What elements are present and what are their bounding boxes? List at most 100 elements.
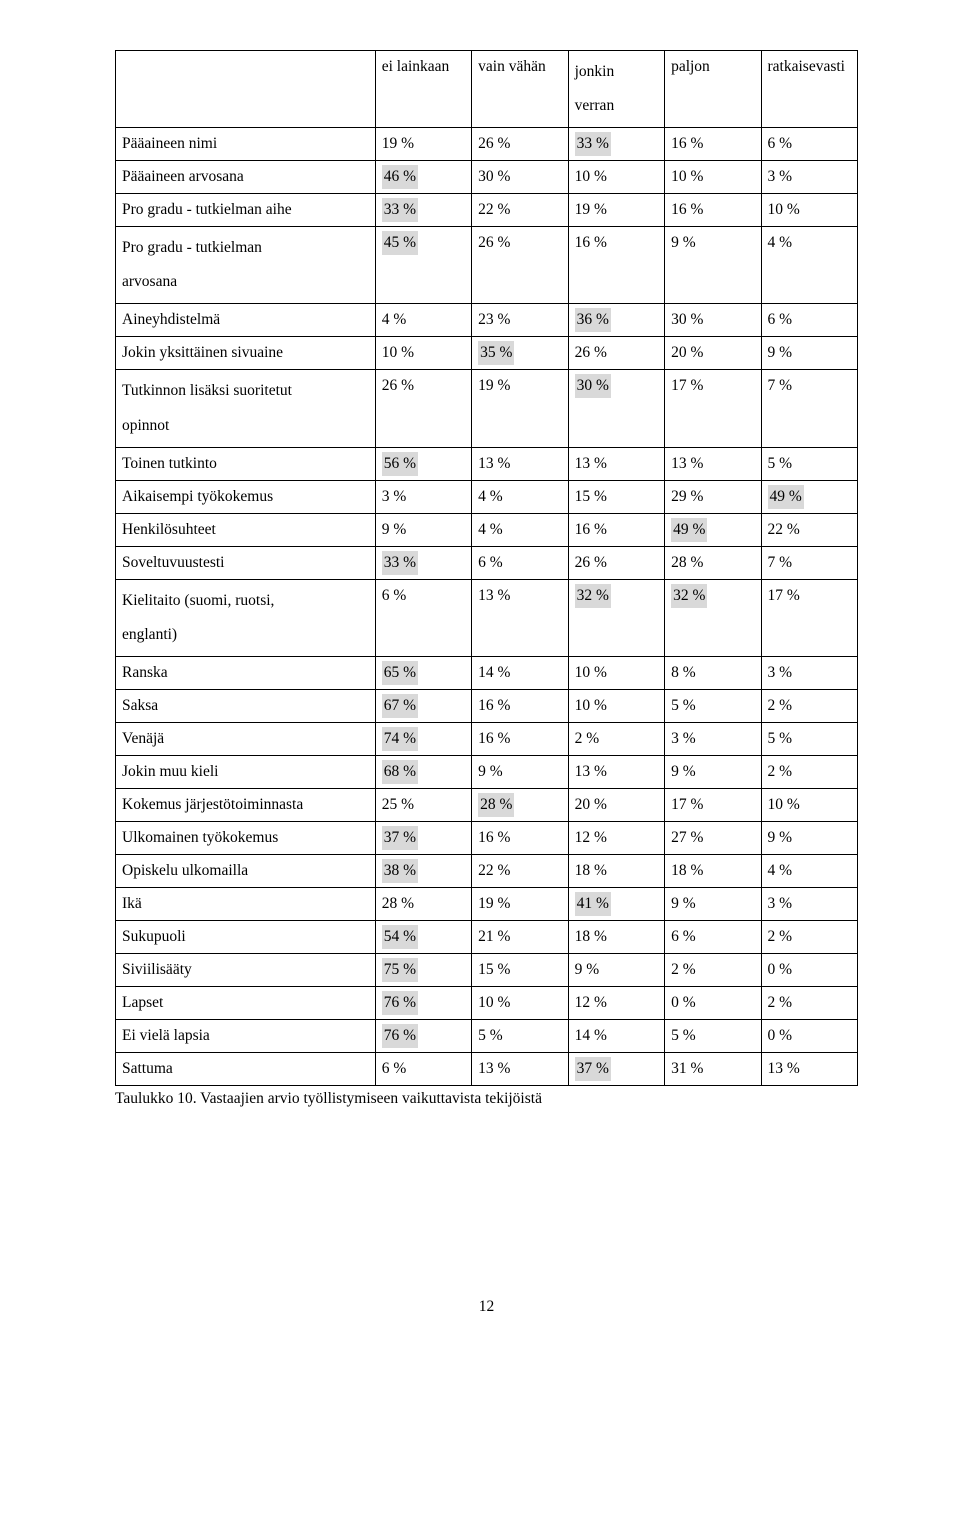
cell-value: 76 %: [375, 1020, 471, 1053]
table-row: Aineyhdistelmä4 %23 %36 %30 %6 %: [116, 304, 858, 337]
factors-table: ei lainkaan vain vähän jonkin verran pal…: [115, 50, 858, 1086]
row-label: Kokemus järjestötoiminnasta: [116, 788, 376, 821]
cell-value: 10 %: [472, 987, 568, 1020]
cell-value: 17 %: [665, 788, 761, 821]
row-label: Tutkinnon lisäksi suoritetutopinnot: [116, 370, 376, 447]
row-label: Ranska: [116, 656, 376, 689]
cell-value: 27 %: [665, 821, 761, 854]
cell-value: 32 %: [568, 579, 664, 656]
cell-value: 28 %: [665, 546, 761, 579]
cell-value: 33 %: [375, 546, 471, 579]
cell-value: 12 %: [568, 987, 664, 1020]
row-label: Jokin yksittäinen sivuaine: [116, 337, 376, 370]
cell-value: 2 %: [761, 689, 857, 722]
header-c3-line1: jonkin: [575, 63, 615, 80]
cell-value: 9 %: [568, 954, 664, 987]
row-label: Sattuma: [116, 1053, 376, 1086]
cell-value: 9 %: [665, 227, 761, 304]
cell-value: 76 %: [375, 987, 471, 1020]
cell-value: 28 %: [472, 788, 568, 821]
cell-value: 30 %: [665, 304, 761, 337]
cell-value: 6 %: [375, 1053, 471, 1086]
cell-value: 19 %: [375, 128, 471, 161]
cell-value: 3 %: [761, 656, 857, 689]
cell-value: 10 %: [665, 161, 761, 194]
cell-value: 37 %: [375, 821, 471, 854]
cell-value: 4 %: [472, 480, 568, 513]
row-label: Aikaisempi työkokemus: [116, 480, 376, 513]
table-row: Lapset76 %10 %12 %0 %2 %: [116, 987, 858, 1020]
cell-value: 0 %: [761, 1020, 857, 1053]
table-row: Pääaineen arvosana46 %30 %10 %10 %3 %: [116, 161, 858, 194]
table-row: Saksa67 %16 %10 %5 %2 %: [116, 689, 858, 722]
page-number: 12: [115, 1298, 858, 1316]
header-row: ei lainkaan vain vähän jonkin verran pal…: [116, 51, 858, 128]
cell-value: 75 %: [375, 954, 471, 987]
cell-value: 6 %: [375, 579, 471, 656]
cell-value: 67 %: [375, 689, 471, 722]
cell-value: 9 %: [761, 337, 857, 370]
cell-value: 7 %: [761, 546, 857, 579]
cell-value: 23 %: [472, 304, 568, 337]
cell-value: 26 %: [472, 227, 568, 304]
cell-value: 9 %: [375, 513, 471, 546]
cell-value: 18 %: [568, 854, 664, 887]
cell-value: 6 %: [761, 128, 857, 161]
cell-value: 14 %: [568, 1020, 664, 1053]
table-row: Jokin yksittäinen sivuaine10 %35 %26 %20…: [116, 337, 858, 370]
cell-value: 38 %: [375, 854, 471, 887]
row-label: Henkilösuhteet: [116, 513, 376, 546]
cell-value: 9 %: [665, 888, 761, 921]
row-label: Pääaineen nimi: [116, 128, 376, 161]
cell-value: 65 %: [375, 656, 471, 689]
cell-value: 37 %: [568, 1053, 664, 1086]
header-empty: [116, 51, 376, 128]
cell-value: 19 %: [568, 194, 664, 227]
cell-value: 3 %: [375, 480, 471, 513]
table-row: Pro gradu - tutkielmanarvosana45 %26 %16…: [116, 227, 858, 304]
cell-value: 10 %: [568, 689, 664, 722]
cell-value: 6 %: [472, 546, 568, 579]
row-label: Pro gradu - tutkielmanarvosana: [116, 227, 376, 304]
cell-value: 49 %: [761, 480, 857, 513]
row-label: Lapset: [116, 987, 376, 1020]
cell-value: 3 %: [761, 161, 857, 194]
header-c3-line2: verran: [575, 97, 615, 114]
cell-value: 19 %: [472, 370, 568, 447]
cell-value: 41 %: [568, 888, 664, 921]
cell-value: 15 %: [472, 954, 568, 987]
cell-value: 33 %: [568, 128, 664, 161]
cell-value: 32 %: [665, 579, 761, 656]
cell-value: 13 %: [761, 1053, 857, 1086]
table-row: Siviilisääty75 %15 %9 %2 %0 %: [116, 954, 858, 987]
cell-value: 19 %: [472, 888, 568, 921]
table-row: Venäjä74 %16 %2 %3 %5 %: [116, 722, 858, 755]
table-row: Ranska65 %14 %10 %8 %3 %: [116, 656, 858, 689]
table-row: Ulkomainen työkokemus37 %16 %12 %27 %9 %: [116, 821, 858, 854]
cell-value: 18 %: [665, 854, 761, 887]
cell-value: 13 %: [472, 1053, 568, 1086]
cell-value: 17 %: [761, 579, 857, 656]
table-row: Kokemus järjestötoiminnasta25 %28 %20 %1…: [116, 788, 858, 821]
cell-value: 26 %: [568, 546, 664, 579]
cell-value: 20 %: [665, 337, 761, 370]
table-row: Toinen tutkinto56 %13 %13 %13 %5 %: [116, 447, 858, 480]
cell-value: 54 %: [375, 921, 471, 954]
cell-value: 21 %: [472, 921, 568, 954]
cell-value: 46 %: [375, 161, 471, 194]
cell-value: 26 %: [472, 128, 568, 161]
header-c5: ratkaisevasti: [761, 51, 857, 128]
row-label: Opiskelu ulkomailla: [116, 854, 376, 887]
cell-value: 18 %: [568, 921, 664, 954]
cell-value: 13 %: [568, 447, 664, 480]
row-label: Ei vielä lapsia: [116, 1020, 376, 1053]
cell-value: 16 %: [472, 821, 568, 854]
cell-value: 74 %: [375, 722, 471, 755]
cell-value: 5 %: [472, 1020, 568, 1053]
row-label: Siviilisääty: [116, 954, 376, 987]
cell-value: 4 %: [375, 304, 471, 337]
cell-value: 14 %: [472, 656, 568, 689]
cell-value: 33 %: [375, 194, 471, 227]
cell-value: 45 %: [375, 227, 471, 304]
cell-value: 56 %: [375, 447, 471, 480]
